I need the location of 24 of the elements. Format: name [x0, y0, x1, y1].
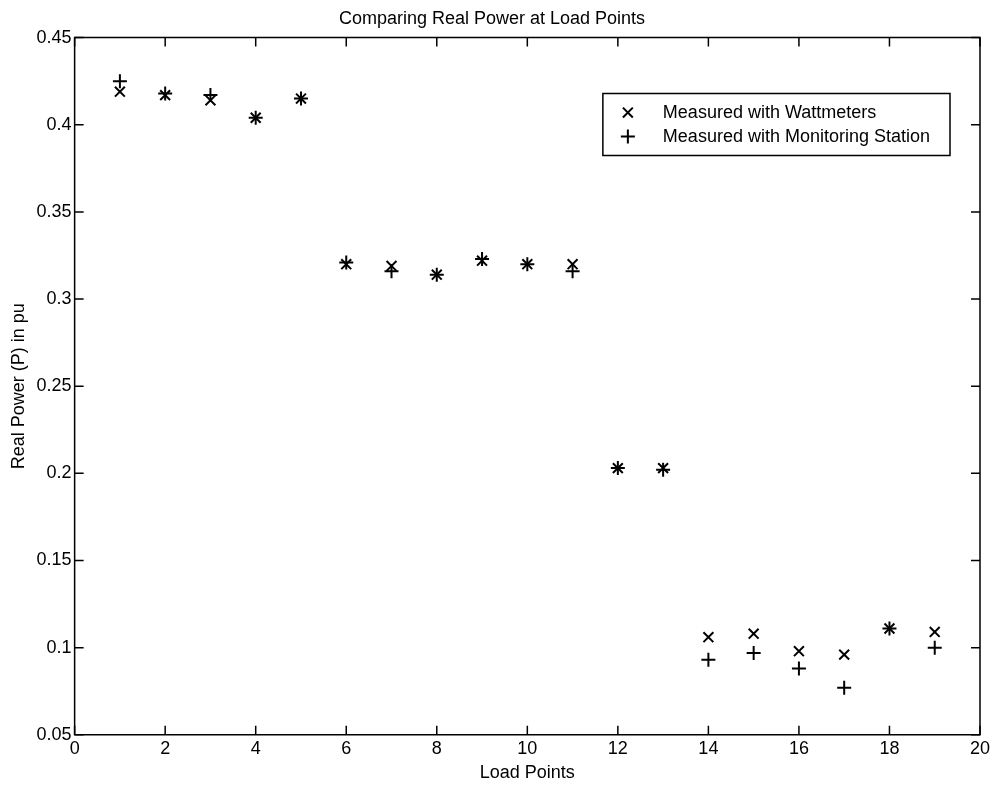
x-tick-label: 14: [698, 737, 719, 758]
x-tick-label: 2: [160, 737, 171, 758]
x-tick-label: 12: [607, 737, 628, 758]
x-tick-label: 18: [879, 737, 900, 758]
y-tick-label: 0.1: [46, 636, 72, 657]
legend-label: Measured with Monitoring Station: [662, 125, 931, 146]
x-tick-label: 8: [431, 737, 442, 758]
y-tick-label: 0.45: [36, 26, 72, 47]
y-axis-title: Real Power (P) in pu: [7, 303, 28, 470]
y-tick-label: 0.25: [36, 375, 72, 396]
x-tick-label: 4: [250, 737, 261, 758]
y-tick-label: 0.35: [36, 200, 72, 221]
y-tick-label: 0.15: [36, 549, 72, 570]
chart-title: Comparing Real Power at Load Points: [338, 7, 646, 28]
x-tick-label: 10: [517, 737, 538, 758]
x-tick-label: 16: [788, 737, 809, 758]
y-tick-label: 0.2: [46, 462, 72, 483]
x-axis-title: Load Points: [479, 762, 575, 783]
legend-label: Measured with Wattmeters: [662, 101, 877, 122]
y-tick-label: 0.05: [36, 723, 72, 744]
x-tick-label: 20: [969, 737, 991, 758]
y-tick-label: 0.4: [46, 113, 72, 134]
x-tick-label: 6: [341, 737, 352, 758]
y-tick-label: 0.3: [46, 288, 72, 309]
